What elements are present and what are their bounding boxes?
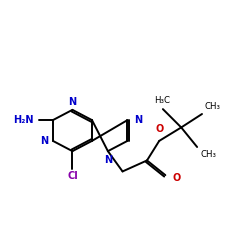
Text: N: N [104, 156, 112, 166]
Text: N: N [134, 115, 142, 125]
Text: H₃C: H₃C [154, 96, 170, 105]
Text: N: N [68, 97, 76, 107]
Text: Cl: Cl [67, 172, 78, 181]
Text: CH₃: CH₃ [205, 102, 221, 111]
Text: N: N [40, 136, 48, 146]
Text: CH₃: CH₃ [200, 150, 216, 159]
Text: O: O [155, 124, 163, 134]
Text: O: O [173, 172, 181, 182]
Text: H₂N: H₂N [13, 115, 33, 125]
